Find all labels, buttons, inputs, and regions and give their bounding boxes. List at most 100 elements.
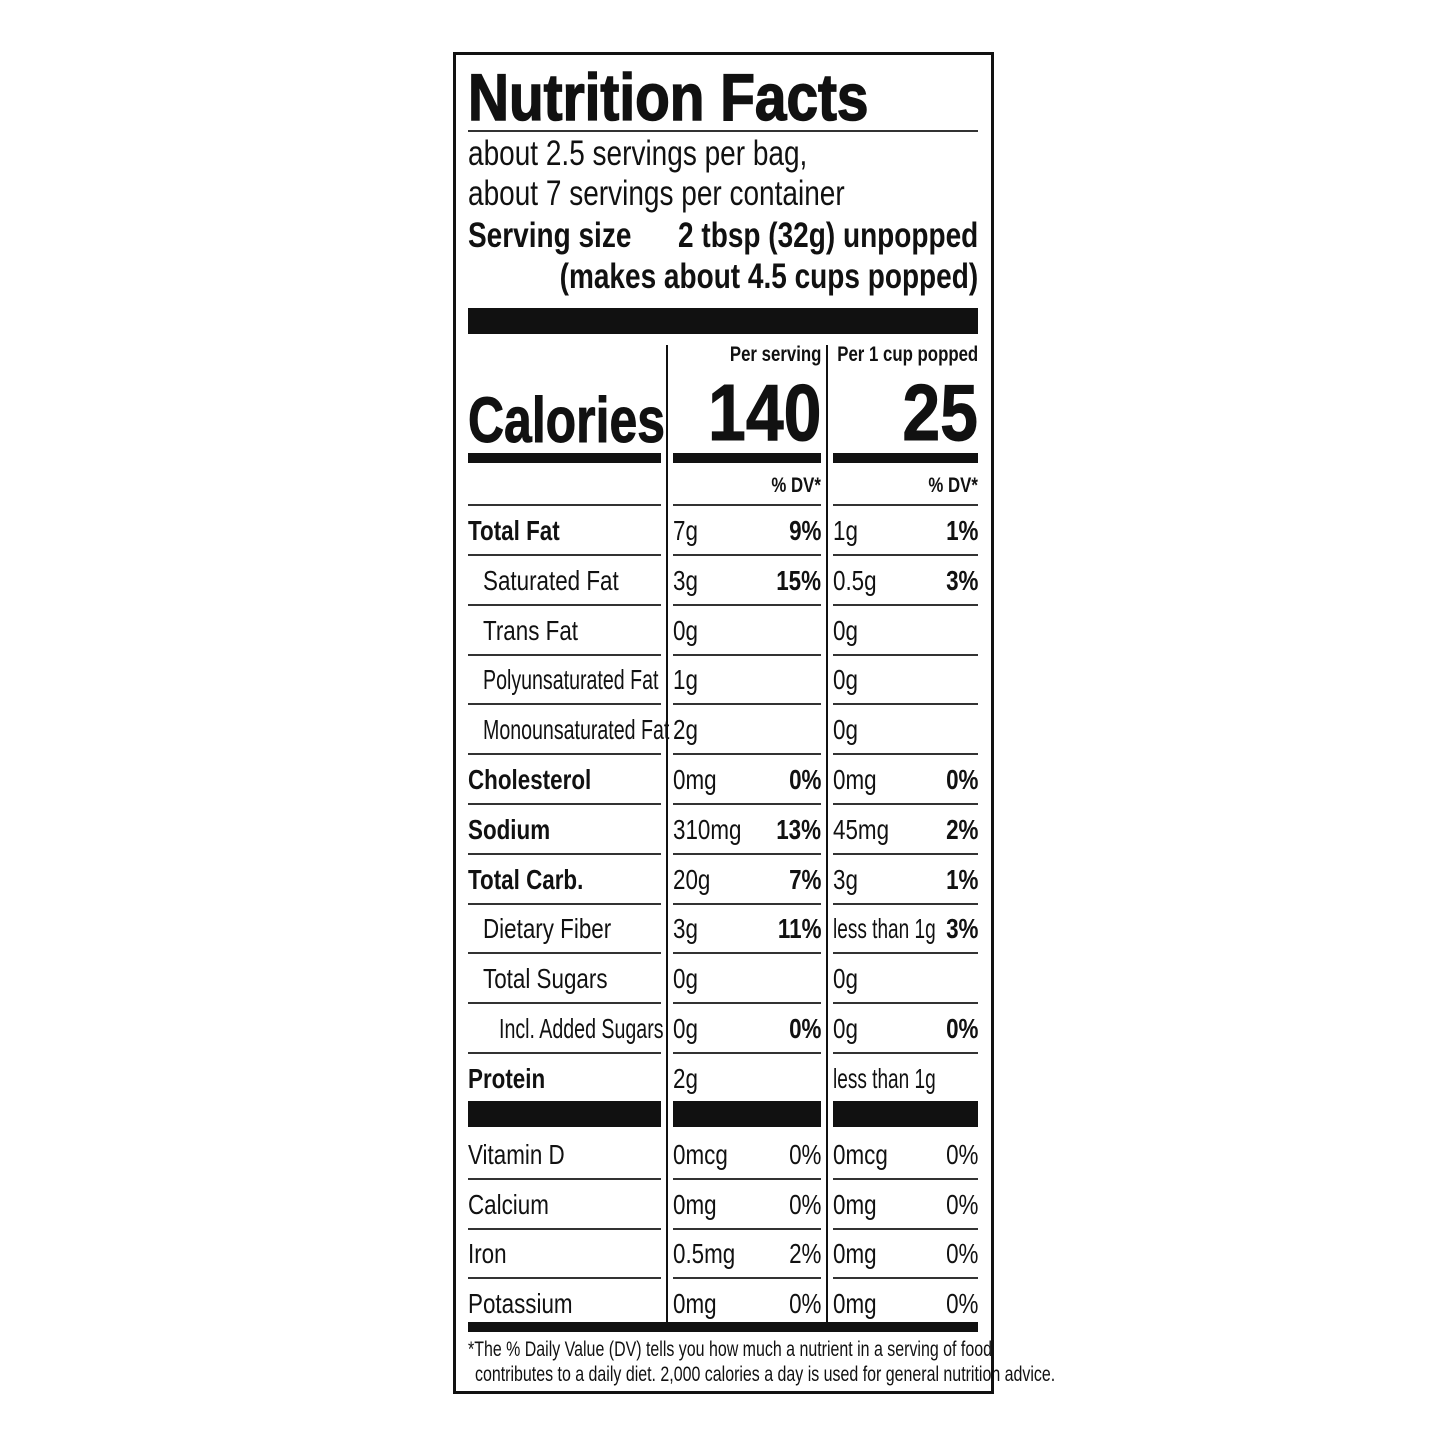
amount-per-cup-text: 0g — [833, 664, 858, 696]
vitamin-divider — [673, 1101, 821, 1127]
dv-per-serving: 2% — [700, 1229, 821, 1279]
nutrient-label-text: Trans Fat — [483, 614, 579, 646]
vitamin-label: Iron — [468, 1229, 661, 1279]
per-serving-header-text: Per serving — [729, 343, 821, 366]
vitamin-label: Potassium — [468, 1279, 661, 1329]
row-divider — [468, 653, 661, 656]
row-divider — [468, 554, 661, 556]
amount-per-serving: 0g — [673, 1004, 783, 1054]
dv-per-serving: 15% — [700, 556, 821, 606]
dv-per-cup — [860, 954, 978, 1004]
amount-per-cup-text: less than 1g — [833, 913, 936, 945]
vitamin-label: Vitamin D — [468, 1130, 661, 1180]
amount-per-cup: 45mg — [833, 805, 953, 855]
nutrient-label: Sodium — [468, 805, 661, 855]
dv-header-cup: % DV* — [916, 473, 978, 499]
nutrient-label: Monounsaturated Fat — [483, 705, 669, 755]
serving-size-label-text: Serving size — [468, 216, 632, 255]
amount-per-serving: 2g — [673, 705, 783, 755]
amount-per-serving: 0mcg — [673, 1130, 783, 1180]
amount-per-cup: 1g — [833, 506, 953, 556]
amount-per-cup: 0g — [833, 1004, 953, 1054]
vitamin-label: Calcium — [468, 1180, 661, 1230]
amount-per-serving: 0.5mg — [673, 1229, 783, 1279]
amount-per-cup-text: less than 1g — [833, 1062, 936, 1094]
dv-per-serving: 0% — [700, 1004, 821, 1054]
row-divider — [468, 1178, 661, 1180]
amount-per-serving-text: 0mg — [673, 1188, 717, 1220]
amount-per-serving-text: 7g — [673, 515, 698, 546]
amount-per-cup-text: 0.5g — [833, 564, 877, 596]
nutrient-label-text: Saturated Fat — [483, 564, 619, 596]
column-divider — [826, 345, 828, 1322]
footnote-line-2: contributes to a daily diet. 2,000 calor… — [475, 1362, 1238, 1387]
row-divider — [673, 852, 821, 855]
dv-per-cup-text: 0% — [945, 764, 978, 795]
amount-per-cup-text: 0g — [833, 714, 858, 746]
title-text: Nutrition Facts — [467, 60, 869, 134]
dv-per-serving: 0% — [700, 755, 821, 805]
row-divider — [468, 902, 661, 905]
dv-per-serving-text: 0% — [788, 1188, 821, 1220]
dv-per-serving-text: 0% — [788, 1139, 821, 1170]
nutrient-label: Protein — [468, 1054, 661, 1104]
thick-divider — [468, 308, 978, 334]
dv-per-cup-text: 0% — [945, 1139, 978, 1170]
calories-label-text: Calories — [468, 384, 666, 456]
dv-per-serving-text: 11% — [777, 913, 821, 945]
row-divider — [673, 554, 821, 556]
dv-per-serving: 13% — [700, 805, 821, 855]
amount-per-serving-text: 2g — [673, 714, 698, 746]
amount-per-cup: 3g — [833, 855, 953, 905]
row-divider — [673, 603, 821, 606]
amount-per-cup-text: 0mg — [833, 1238, 877, 1269]
calories-per-serving-value: 140 — [707, 368, 821, 457]
row-divider — [673, 803, 821, 805]
column-divider — [666, 345, 668, 1322]
amount-per-serving-text: 0mg — [673, 1287, 717, 1319]
dv-per-cup — [860, 705, 978, 755]
amount-per-serving-text: 3g — [673, 564, 698, 596]
dv-per-serving — [700, 606, 821, 656]
amount-per-serving-text: 0.5mg — [673, 1238, 736, 1269]
row-divider — [673, 1277, 821, 1279]
dv-per-cup: 3% — [860, 904, 978, 954]
calories-label: Calories — [468, 384, 721, 456]
amount-per-serving-text: 2g — [673, 1062, 698, 1094]
row-divider — [833, 952, 978, 955]
row-divider — [673, 653, 821, 656]
per-cup-header-text: Per 1 cup popped — [837, 343, 978, 366]
row-divider — [833, 1277, 978, 1279]
dv-per-cup: 0% — [860, 1180, 978, 1230]
vitamin-label-text: Potassium — [468, 1287, 573, 1319]
dv-per-serving: 7% — [700, 855, 821, 905]
dv-per-cup: 0% — [860, 1279, 978, 1329]
calories-divider — [833, 453, 978, 463]
nutrient-label: Total Fat — [468, 506, 661, 556]
vitamin-divider — [468, 1101, 661, 1127]
serving-size-value: 2 tbsp (32g) unpopped — [603, 216, 978, 256]
row-divider — [833, 603, 978, 606]
dv-per-cup-text: 0% — [945, 1287, 978, 1319]
row-divider — [833, 504, 978, 506]
serving-size-note-text: (makes about 4.5 cups popped) — [559, 257, 978, 296]
amount-per-serving: 310mg — [673, 805, 783, 855]
dv-per-cup — [860, 655, 978, 705]
label-title: Nutrition Facts — [467, 60, 934, 134]
dv-per-serving-text: 0% — [788, 1013, 821, 1044]
footnote-text: contributes to a daily diet. 2,000 calor… — [475, 1363, 1056, 1386]
dv-per-cup: 2% — [860, 805, 978, 855]
amount-per-serving: 0g — [673, 606, 783, 656]
amount-per-cup-text: 0g — [833, 614, 858, 646]
amount-per-cup: 0g — [833, 954, 953, 1004]
vitamin-label-text: Iron — [468, 1238, 507, 1269]
dv-header-text: % DV* — [771, 474, 821, 497]
row-divider — [468, 1002, 661, 1005]
nutrient-label: Cholesterol — [468, 755, 661, 805]
amount-per-serving-text: 310mg — [673, 813, 742, 845]
nutrient-label-text: Cholesterol — [468, 764, 592, 795]
dv-per-cup: 0% — [860, 1004, 978, 1054]
nutrient-label-text: Total Carb. — [468, 863, 584, 895]
dv-per-cup-text: 2% — [945, 813, 978, 845]
dv-per-serving-text: 0% — [788, 1287, 821, 1319]
